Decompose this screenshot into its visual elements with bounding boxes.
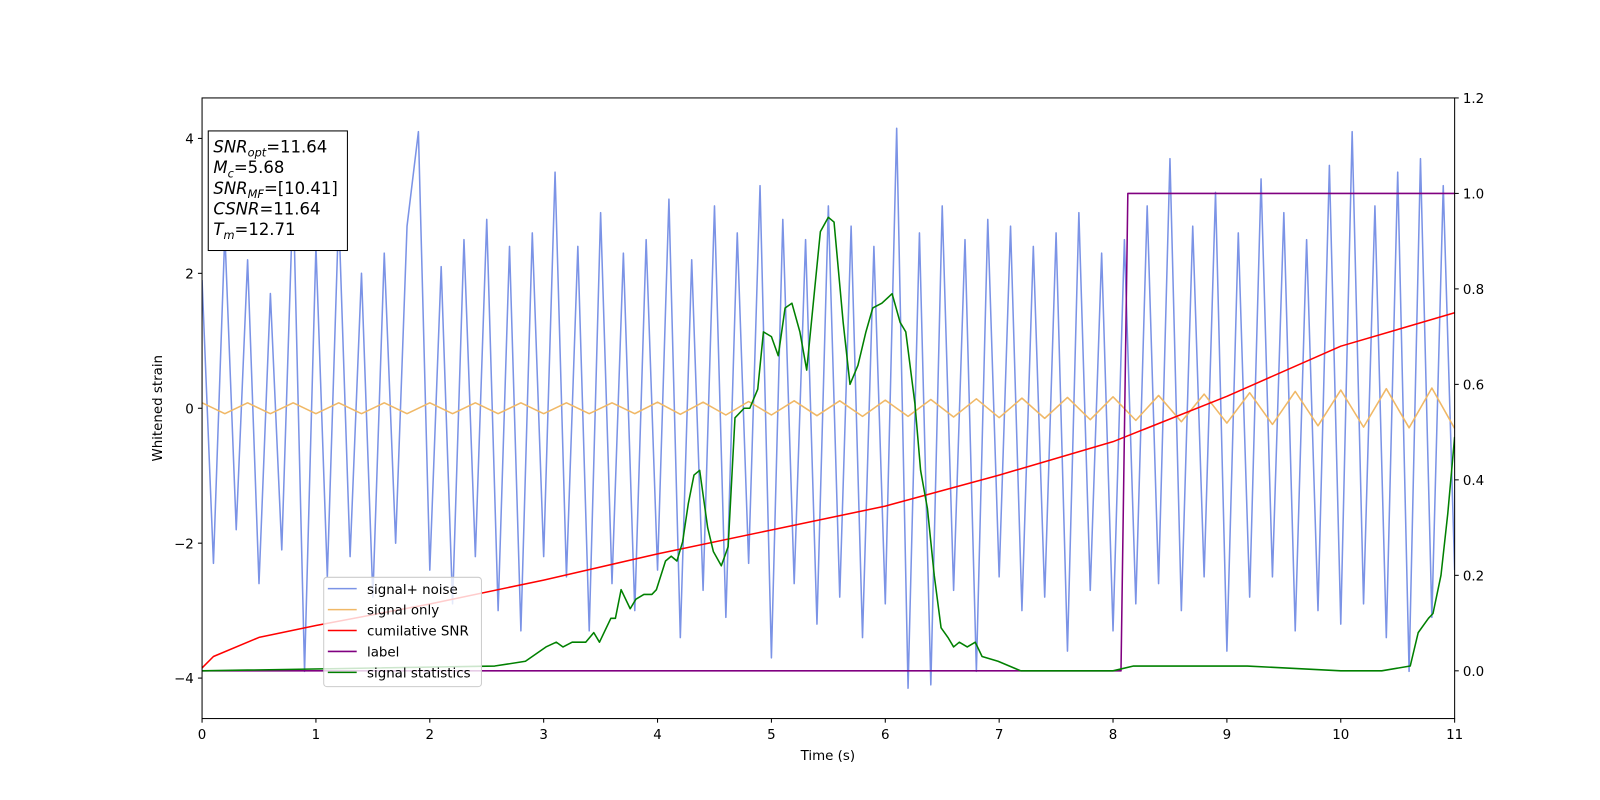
annotation: CSNR=11.64	[213, 199, 320, 218]
y-tick-label: 4	[185, 133, 194, 148]
x-tick-label: 7	[995, 728, 1004, 743]
annotation-subscript: opt	[248, 146, 267, 160]
legend-box	[323, 576, 482, 688]
y2-tick-label: 1.2	[1463, 92, 1484, 107]
annotation-value: =11.64	[259, 199, 320, 218]
x-tick-label: 4	[653, 728, 662, 743]
annotation-subscript: m	[223, 228, 234, 242]
plot-area	[202, 127, 1455, 689]
annotation-symbol: T	[213, 220, 225, 239]
x-tick-label: 2	[426, 728, 435, 743]
annotation: SNRopt=11.64	[213, 138, 327, 160]
annotation-subscript: MF	[248, 187, 265, 201]
series-line	[202, 387, 1455, 429]
y2-tick-label: 0.4	[1463, 474, 1484, 489]
legend-label: signal+ noise	[367, 583, 458, 598]
y2-tick-label: 0.6	[1463, 379, 1484, 394]
x-tick-label: 9	[1223, 728, 1232, 743]
annotation-symbol: SNR	[213, 138, 247, 157]
annotation-value: =11.64	[266, 138, 327, 157]
annotation-value: =[10.41]	[264, 179, 338, 198]
x-tick-label: 3	[539, 728, 548, 743]
series-line	[202, 192, 1455, 672]
y-tick-label: 2	[185, 267, 194, 282]
legend-label: label	[367, 646, 399, 661]
y-tick-label: 0	[185, 402, 194, 417]
y2-tick-label: 1.0	[1463, 188, 1484, 203]
y2-tick-label: 0.0	[1463, 665, 1484, 680]
annotation: Tm=12.71	[213, 220, 295, 242]
x-tick-label: 0	[198, 728, 207, 743]
annotation-symbol: SNR	[213, 179, 247, 198]
series-line	[202, 127, 1455, 689]
x-tick-label: 6	[881, 728, 890, 743]
series-line	[202, 312, 1455, 669]
x-tick-label: 10	[1332, 728, 1349, 743]
x-tick-label: 8	[1109, 728, 1118, 743]
x-axis-label: Time (s)	[800, 749, 855, 764]
y-tick-label: −4	[174, 672, 194, 687]
annotation-symbol: CSNR	[213, 199, 259, 218]
y2-tick-label: 0.8	[1463, 283, 1484, 298]
annotation-box	[207, 130, 348, 252]
annotation: SNRMF=[10.41]	[213, 179, 337, 201]
annotation-symbol: M	[213, 158, 227, 177]
annotation-value: =5.68	[234, 158, 285, 177]
x-tick-label: 11	[1446, 728, 1463, 743]
annotation: Mc=5.68	[213, 158, 284, 180]
y2-tick-label: 0.2	[1463, 569, 1484, 584]
legend-label: signal only	[367, 604, 439, 619]
y-axis-label: Whitened strain	[151, 355, 166, 462]
series-line	[202, 216, 1455, 672]
x-tick-label: 5	[767, 728, 776, 743]
legend-label: signal statistics	[367, 667, 471, 682]
legend-label: cumilative SNR	[367, 625, 469, 640]
x-tick-label: 1	[312, 728, 321, 743]
annotation-subscript: c	[228, 166, 235, 180]
y-tick-label: −2	[174, 537, 194, 552]
annotation-value: =12.71	[235, 220, 296, 239]
